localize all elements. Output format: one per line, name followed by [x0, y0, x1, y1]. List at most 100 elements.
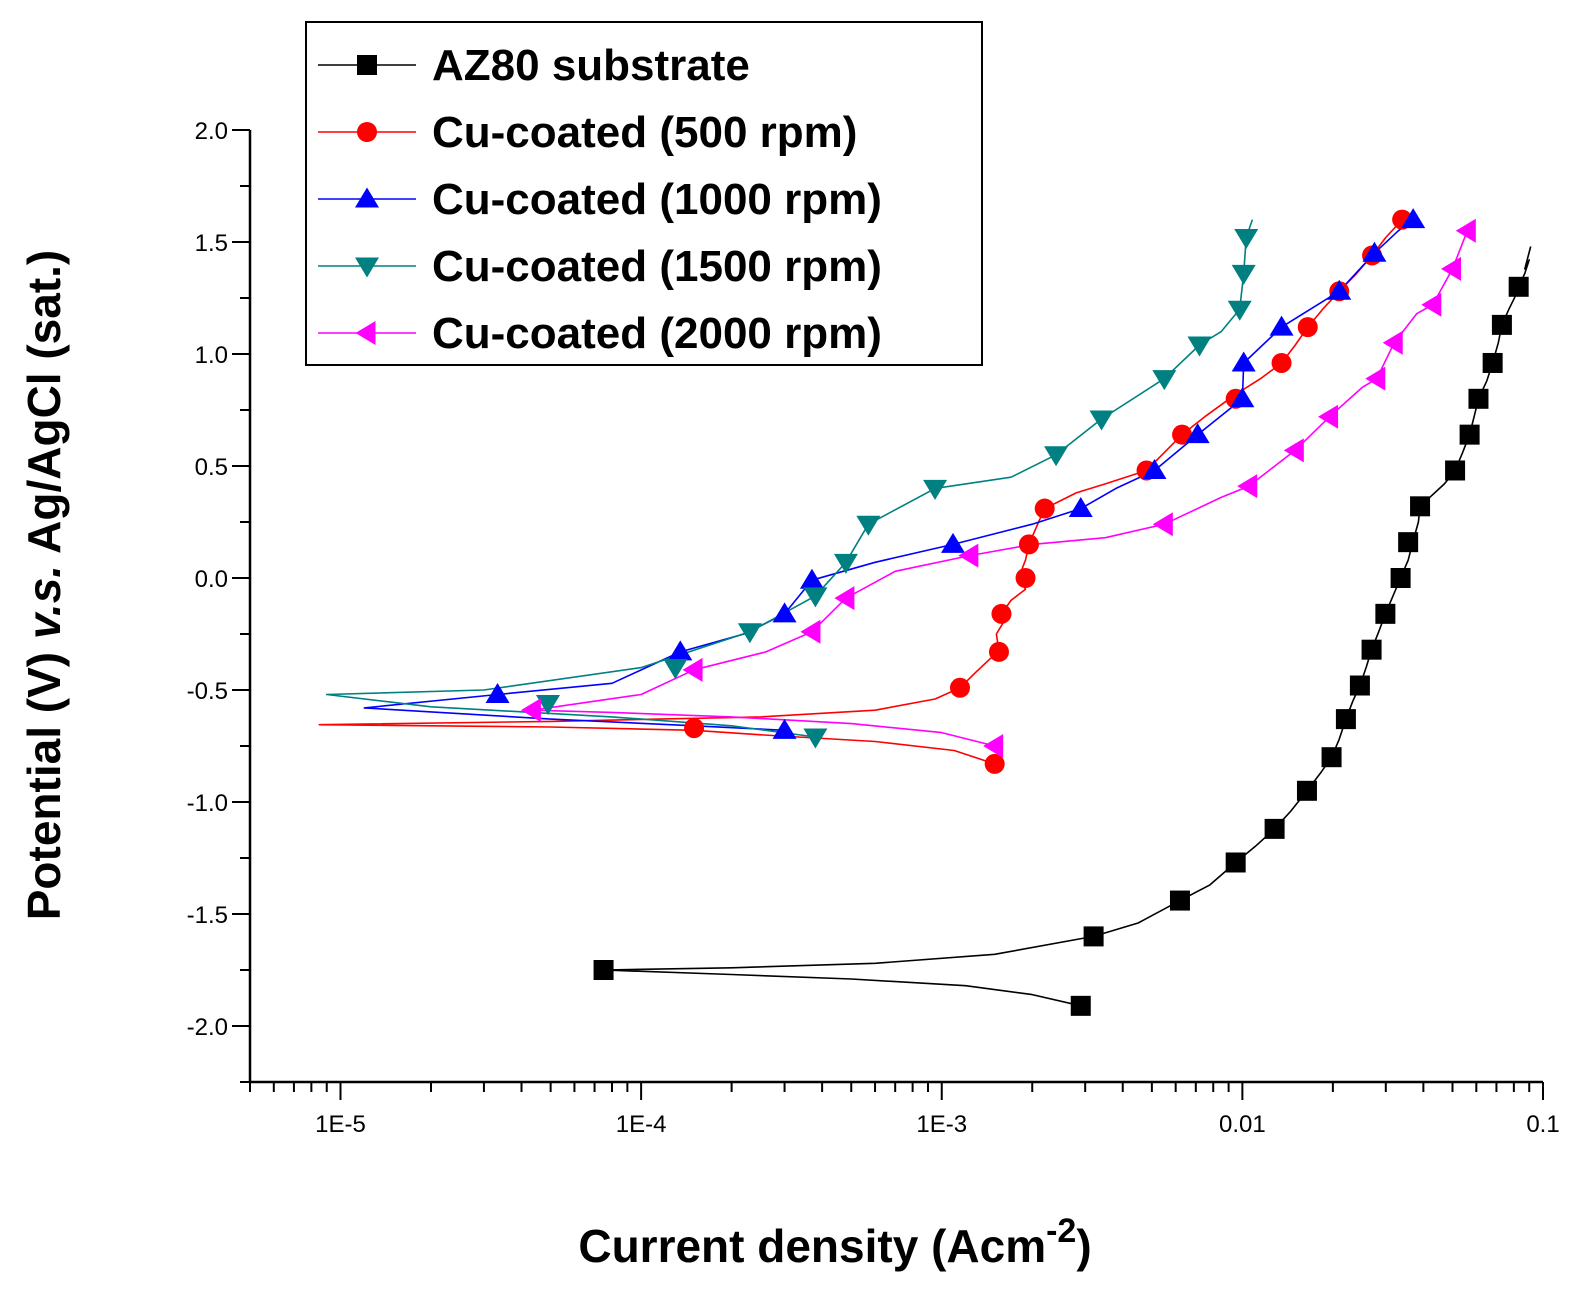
data-point-series-1: [1264, 818, 1285, 839]
data-point-series-3: [772, 718, 797, 739]
data-point-series-3: [1269, 315, 1294, 336]
data-point-series-5: [958, 543, 979, 568]
data-point-series-1: [1225, 852, 1246, 873]
y-tick-label: 1.5: [195, 230, 228, 257]
data-point-series-2: [1034, 498, 1055, 519]
data-point-series-4: [535, 694, 560, 715]
data-point-series-3: [799, 568, 824, 589]
data-point-series-1: [593, 960, 614, 980]
data-point-series-1: [1482, 352, 1503, 373]
data-point-series-4: [803, 587, 828, 608]
legend-marker-4: [355, 257, 379, 278]
data-point-series-1: [1459, 424, 1480, 445]
data-point-series-4: [1044, 446, 1069, 467]
x-tick-label: 0.1: [1526, 1111, 1559, 1138]
y-axis-title-italic: v.s.: [18, 565, 70, 639]
data-point-series-2: [684, 718, 705, 739]
y-tick-label: -1.5: [187, 902, 228, 929]
data-point-series-1: [1335, 709, 1356, 730]
legend-label-2: Cu-coated (500 rpm): [432, 108, 857, 157]
data-point-series-3: [1068, 497, 1093, 518]
data-point-series-5: [520, 698, 541, 723]
data-point-series-5: [1318, 404, 1339, 429]
data-point-series-1: [1390, 568, 1411, 588]
data-point-series-4: [663, 659, 688, 680]
data-point-series-3: [941, 532, 966, 553]
x-axis-title-superscript: -2: [1046, 1212, 1076, 1250]
data-point-series-4: [856, 515, 881, 536]
data-point-series-1: [1083, 926, 1104, 947]
data-point-series-2: [949, 677, 970, 698]
data-point-series-5: [1283, 438, 1304, 463]
x-axis-title: Current density (Acm-2): [578, 1212, 1091, 1272]
data-point-series-5: [1365, 366, 1386, 391]
data-point-series-5: [1455, 218, 1476, 243]
data-point-series-5: [1237, 474, 1258, 499]
x-tick-label: 1E-4: [616, 1111, 667, 1138]
data-point-series-1: [1361, 639, 1382, 660]
data-point-series-3: [1230, 387, 1255, 408]
data-point-series-3: [1362, 241, 1387, 262]
data-point-series-1: [1349, 675, 1370, 696]
data-point-series-5: [682, 657, 703, 682]
data-point-series-2: [1018, 534, 1039, 555]
data-point-series-4: [923, 479, 948, 500]
legend-label-4: Cu-coated (1500 rpm): [432, 242, 882, 291]
legend-label-5: Cu-coated (2000 rpm): [432, 309, 882, 358]
data-point-series-4: [1231, 264, 1256, 285]
data-point-series-2: [1015, 568, 1036, 588]
data-point-series-1: [1169, 890, 1190, 911]
data-point-series-1: [1375, 603, 1396, 624]
legend: AZ80 substrate Cu-coated (500 rpm) Cu-coat…: [305, 21, 983, 366]
legend-marker-2: [357, 122, 377, 142]
data-point-series-3: [772, 602, 797, 623]
data-point-series-1: [1321, 747, 1342, 768]
series-line-5: [531, 223, 1473, 747]
series-line-4: [325, 219, 1254, 738]
data-point-series-2: [991, 603, 1012, 624]
data-point-series-5: [1421, 292, 1442, 317]
data-point-series-1: [1508, 276, 1529, 297]
legend-box: [305, 21, 983, 366]
data-point-series-5: [1382, 330, 1403, 355]
data-point-series-3: [485, 682, 510, 703]
data-point-series-4: [1089, 410, 1114, 431]
data-point-series-5: [800, 619, 821, 644]
y-tick-label: 2.0: [195, 118, 228, 145]
data-point-series-3: [668, 640, 693, 661]
data-point-series-2: [988, 641, 1009, 662]
data-point-series-1: [1468, 388, 1489, 409]
data-point-series-4: [1152, 370, 1177, 391]
y-tick-label: 0.0: [195, 566, 228, 593]
legend-marker-3: [355, 187, 379, 208]
data-point-series-3: [1401, 208, 1426, 229]
data-point-series-5: [1152, 512, 1173, 537]
legend-label-1: AZ80 substrate: [432, 41, 750, 90]
legend-label-3: Cu-coated (1000 rpm): [432, 175, 882, 224]
data-point-series-1: [1410, 496, 1431, 517]
data-point-series-3: [1327, 279, 1352, 300]
data-point-series-5: [834, 586, 855, 611]
legend-marker-1: [357, 55, 377, 75]
data-point-series-1: [1296, 780, 1317, 801]
data-point-series-2: [1172, 424, 1193, 445]
data-point-series-3: [1185, 423, 1210, 444]
x-tick-label: 1E-3: [916, 1111, 967, 1138]
series-markers: [485, 208, 1529, 1016]
data-point-series-3: [1142, 458, 1167, 479]
data-point-series-1: [1070, 995, 1091, 1016]
y-tick-label: 0.5: [195, 454, 228, 481]
x-tick-label: 0.01: [1219, 1111, 1266, 1138]
data-point-series-1: [1398, 532, 1419, 553]
data-point-series-5: [983, 734, 1004, 758]
data-point-series-4: [1187, 336, 1212, 357]
legend-marker-5: [355, 321, 376, 345]
data-point-series-4: [737, 623, 762, 644]
x-tick-label: 1E-5: [315, 1111, 366, 1138]
y-tick-label: -0.5: [187, 678, 228, 705]
axes: 2.0 1.5 1.0 0.5 0.0 -0.5 -1.0 -1.5 -2.0 1E-5 1E-4 1…: [187, 118, 1560, 1138]
data-point-series-2: [1271, 352, 1292, 373]
data-point-series-4: [1234, 229, 1259, 250]
y-axis-title: Potential (V) v.s. Ag/AgCl (sat.): [18, 250, 70, 921]
